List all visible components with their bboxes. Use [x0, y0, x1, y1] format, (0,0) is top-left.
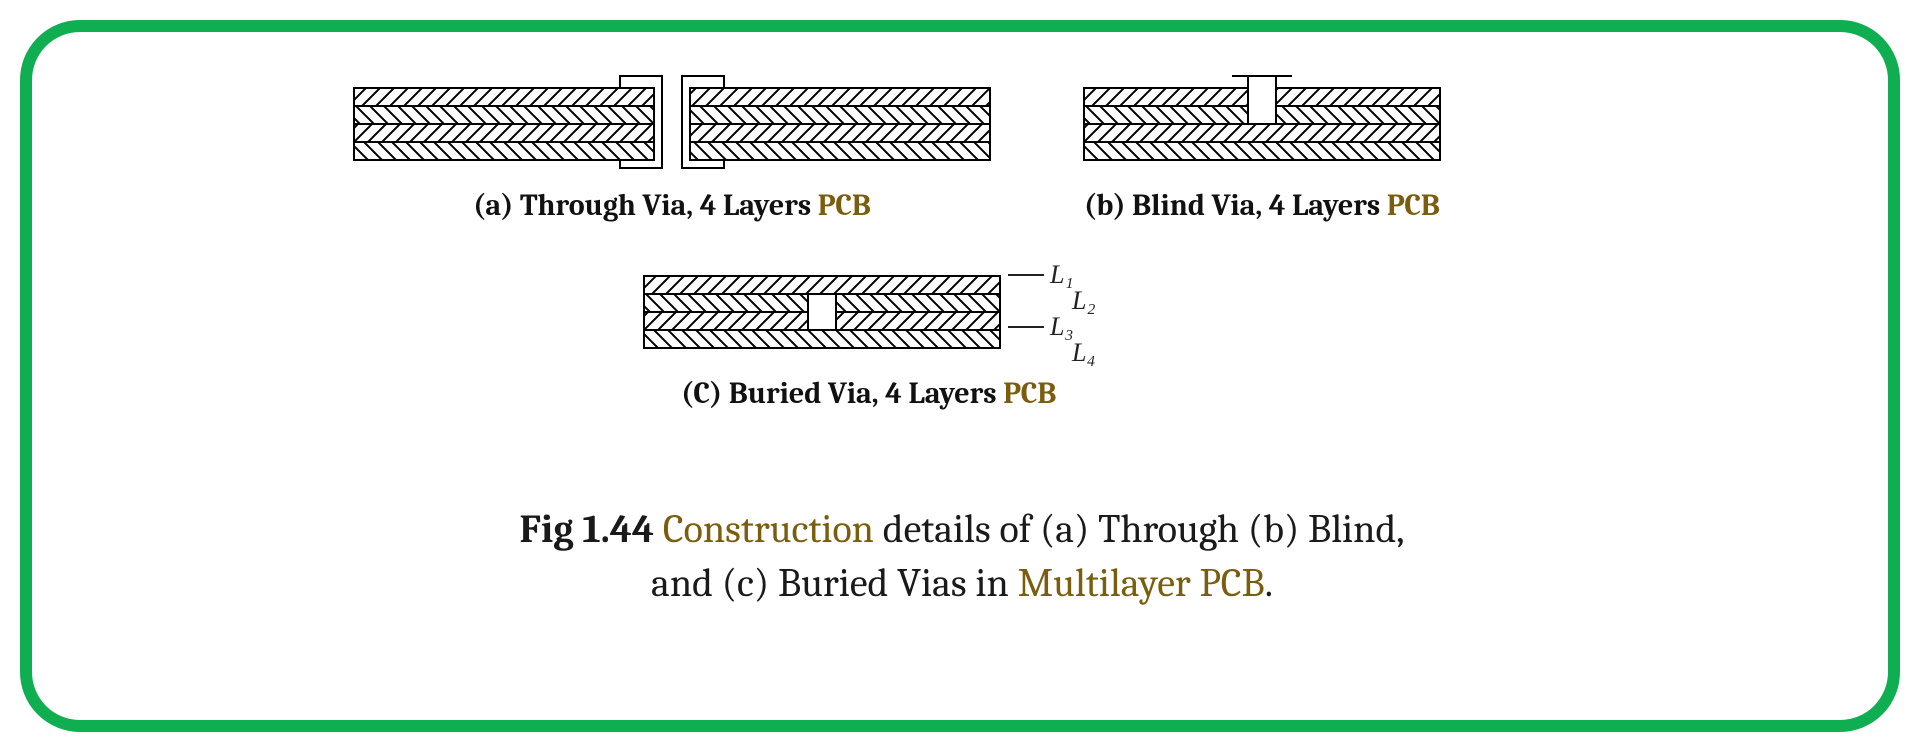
- label-a: (a) Through Via, 4 Layers PCB: [473, 188, 871, 223]
- caption-l2-b: (c) Buried Vias in: [722, 560, 1018, 606]
- caption-hl1: Construction: [663, 506, 874, 552]
- label-c: (C) Buried Via, 4 Layers PCB: [681, 376, 1056, 411]
- caption-line1: Fig 1.44 Construction details of (a) Thr…: [332, 502, 1592, 556]
- label-a-hl: PCB: [818, 188, 871, 223]
- row-top: (a) Through Via, 4 Layers PCB: [352, 74, 1442, 223]
- layer-l3: L₃: [1050, 314, 1074, 340]
- layer-l2: L₂: [1072, 288, 1096, 314]
- label-c-hl: PCB: [1003, 376, 1056, 411]
- caption-l1-b: details of (a) Through (b) Blind,: [874, 506, 1404, 552]
- diagram-a-col: (a) Through Via, 4 Layers PCB: [352, 74, 992, 223]
- caption-hl2: Multilayer PCB: [1018, 560, 1265, 606]
- label-a-text: (a) Through Via, 4 Layers: [473, 188, 818, 223]
- caption-l2-end: .: [1265, 560, 1273, 606]
- caption-fig: Fig 1.44: [520, 506, 655, 552]
- figure-caption: Fig 1.44 Construction details of (a) Thr…: [332, 502, 1592, 610]
- figure-content: (a) Through Via, 4 Layers PCB: [32, 32, 1888, 720]
- diagram-b-col: (b) Blind Via, 4 Layers PCB: [1082, 74, 1442, 223]
- layer-l4: L₄: [1072, 340, 1096, 366]
- caption-l1-a: [654, 506, 663, 552]
- label-b-hl: PCB: [1387, 188, 1440, 223]
- diagram-blind-via: [1082, 74, 1442, 170]
- layer-l1-row: L₁: [1008, 262, 1096, 288]
- layer-l4-row: L₄: [1072, 340, 1096, 366]
- caption-line2: and (c) Buried Vias in Multilayer PCB.: [332, 556, 1592, 610]
- layer-l3-row: L₃: [1008, 314, 1096, 340]
- label-c-text: (C) Buried Via, 4 Layers: [681, 376, 1003, 411]
- figure-frame: (a) Through Via, 4 Layers PCB: [20, 20, 1900, 732]
- diagram-through-via: [352, 74, 992, 170]
- layer-l2-row: L₂: [1072, 288, 1096, 314]
- layer-labels: L₁ L₂ L₃ L₄: [1008, 262, 1096, 358]
- dash-icon: [1008, 274, 1044, 276]
- row-bottom: L₁ L₂ L₃ L₄ (C) Buried Via, 4 Layers PCB: [642, 262, 1096, 411]
- caption-l2-a: and: [651, 560, 722, 606]
- label-b-text: (b) Blind Via, 4 Layers: [1084, 188, 1387, 223]
- diagram-c-col: L₁ L₂ L₃ L₄ (C) Buried Via, 4 Layers PCB: [642, 262, 1096, 411]
- dash-icon: [1008, 326, 1044, 328]
- label-b: (b) Blind Via, 4 Layers PCB: [1084, 188, 1440, 223]
- diagram-buried-via: [642, 262, 1002, 358]
- layer-l1: L₁: [1050, 262, 1074, 288]
